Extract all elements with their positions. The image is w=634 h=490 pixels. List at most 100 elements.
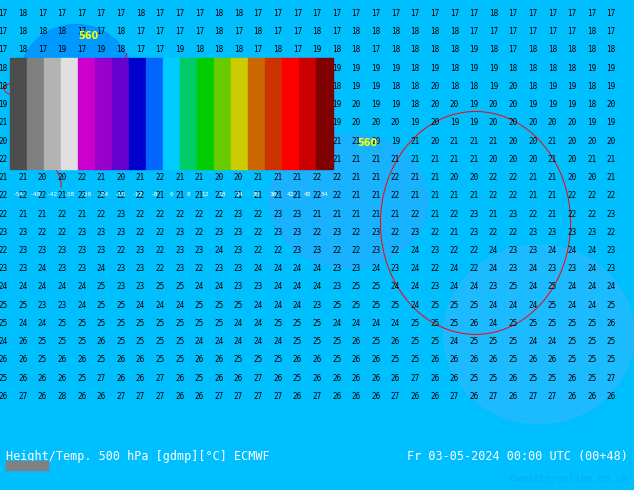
Text: 25: 25	[293, 374, 302, 383]
Text: 21: 21	[352, 137, 361, 146]
Text: 18: 18	[548, 46, 557, 54]
Text: 22: 22	[313, 191, 321, 200]
Text: 17: 17	[607, 27, 616, 36]
Text: 25: 25	[508, 355, 518, 365]
Text: 20: 20	[38, 173, 47, 182]
Text: 18: 18	[567, 64, 576, 73]
Text: 17: 17	[38, 9, 47, 18]
Text: 22: 22	[410, 210, 420, 219]
Text: 20: 20	[116, 173, 126, 182]
Text: 21: 21	[195, 173, 204, 182]
Text: 22: 22	[607, 228, 616, 237]
Text: 18: 18	[254, 27, 262, 36]
Text: 25: 25	[548, 283, 557, 292]
Text: 24: 24	[508, 301, 518, 310]
Text: 25: 25	[155, 355, 165, 365]
Text: 23: 23	[234, 283, 243, 292]
Text: 18: 18	[313, 82, 321, 91]
Text: 17: 17	[548, 9, 557, 18]
Text: 8: 8	[186, 192, 190, 197]
Text: 22: 22	[469, 246, 479, 255]
Text: 18: 18	[430, 27, 439, 36]
Text: 24: 24	[410, 246, 420, 255]
Text: 18: 18	[77, 100, 86, 109]
Text: 24: 24	[352, 319, 361, 328]
Text: 560: 560	[79, 31, 99, 41]
Bar	[179, 58, 197, 169]
Text: 25: 25	[116, 301, 126, 310]
Text: 26: 26	[136, 355, 145, 365]
Text: 21: 21	[352, 191, 361, 200]
Text: 24: 24	[587, 264, 596, 273]
Text: 18: 18	[528, 64, 538, 73]
Text: 20: 20	[155, 118, 165, 127]
Ellipse shape	[19, 24, 133, 136]
Text: 23: 23	[313, 246, 321, 255]
Text: 18: 18	[528, 46, 538, 54]
Text: 26: 26	[352, 337, 361, 346]
Text: 22: 22	[136, 191, 145, 200]
Text: 21: 21	[332, 155, 341, 164]
Text: 22: 22	[489, 173, 498, 182]
Text: 25: 25	[332, 355, 341, 365]
Text: 25: 25	[38, 337, 47, 346]
Text: 24: 24	[38, 283, 47, 292]
Text: 19: 19	[430, 64, 439, 73]
Bar	[61, 58, 77, 169]
Text: 27: 27	[273, 392, 282, 401]
Text: 22: 22	[469, 264, 479, 273]
Text: 17: 17	[155, 27, 165, 36]
Text: 24: 24	[77, 301, 86, 310]
Text: 23: 23	[0, 228, 8, 237]
Text: 20: 20	[96, 137, 106, 146]
Text: 19: 19	[489, 82, 498, 91]
Text: 21: 21	[136, 155, 145, 164]
Text: 20: 20	[155, 137, 165, 146]
Text: 26: 26	[0, 355, 8, 365]
Text: 18: 18	[96, 82, 106, 91]
Text: 23: 23	[548, 264, 557, 273]
Text: 25: 25	[58, 337, 67, 346]
Text: 18: 18	[548, 64, 557, 73]
Text: 21: 21	[273, 191, 282, 200]
Text: 24: 24	[410, 301, 420, 310]
Text: 26: 26	[38, 374, 47, 383]
Text: 23: 23	[175, 264, 184, 273]
Text: 20: 20	[508, 100, 518, 109]
Text: 21: 21	[469, 137, 479, 146]
Ellipse shape	[444, 245, 634, 423]
Text: 24: 24	[489, 246, 498, 255]
Text: 24: 24	[528, 337, 538, 346]
Text: 23: 23	[430, 246, 439, 255]
Text: 25: 25	[567, 355, 576, 365]
Text: 18: 18	[273, 46, 282, 54]
Text: 17: 17	[293, 9, 302, 18]
Text: 25: 25	[175, 355, 184, 365]
Text: 22: 22	[332, 246, 341, 255]
Text: 25: 25	[567, 319, 576, 328]
Text: 26: 26	[332, 392, 341, 401]
Text: 20: 20	[528, 155, 538, 164]
Text: 24: 24	[0, 283, 8, 292]
Text: 22: 22	[38, 228, 47, 237]
Text: 25: 25	[313, 337, 321, 346]
Text: 24: 24	[313, 283, 321, 292]
Text: 25: 25	[587, 374, 596, 383]
Text: 48: 48	[304, 192, 311, 197]
Text: 24: 24	[410, 264, 420, 273]
Text: 18: 18	[391, 82, 400, 91]
Text: 20: 20	[528, 118, 538, 127]
Text: 22: 22	[587, 191, 596, 200]
Text: 19: 19	[372, 82, 380, 91]
Text: 26: 26	[430, 355, 439, 365]
Text: 17: 17	[469, 27, 479, 36]
Text: 26: 26	[450, 374, 459, 383]
Text: 23: 23	[293, 246, 302, 255]
Text: 22: 22	[77, 173, 86, 182]
Text: 20: 20	[587, 137, 596, 146]
Text: 25: 25	[587, 337, 596, 346]
Text: 25: 25	[116, 319, 126, 328]
Text: 22: 22	[0, 210, 8, 219]
Text: 23: 23	[352, 264, 361, 273]
Text: 22: 22	[528, 210, 538, 219]
